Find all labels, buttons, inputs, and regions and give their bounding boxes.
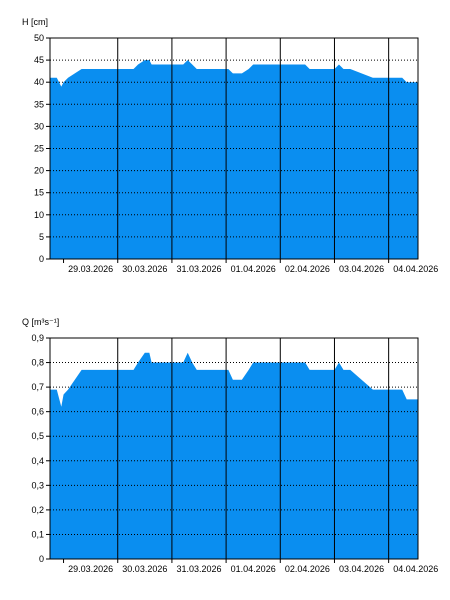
y-tick-label: 0,4 [31, 456, 44, 466]
y-tick-label: 0,7 [31, 382, 44, 392]
y-tick-label: 0,2 [31, 505, 44, 515]
y-tick-label: 0,8 [31, 358, 44, 368]
y-tick-label: 40 [34, 77, 44, 87]
y-tick-label: 30 [34, 121, 44, 131]
y-tick-label: 0,6 [31, 407, 44, 417]
series-area [50, 60, 418, 259]
x-tick-label: 04.04.2026 [393, 264, 438, 274]
y-tick-label: 20 [34, 166, 44, 176]
chart-panel-1: 0 5 10 15 20 25 30 35 40 45 50 29.03.2026 30.03.2026… [22, 17, 438, 274]
x-tick-label: 31.03.2026 [176, 264, 221, 274]
chart-panel-2: 0 0,1 0,2 0,3 0,4 0,5 0,6 0,7 0,8 0,9 29.03.2026 30… [22, 317, 438, 574]
plot-frame [49, 337, 419, 560]
y-tick-label: 0,1 [31, 529, 44, 539]
y-tick-label: 50 [34, 33, 44, 43]
x-tick-label: 02.04.2026 [285, 564, 330, 574]
x-tick-label: 03.04.2026 [339, 264, 384, 274]
y-tick-label: 5 [39, 232, 44, 242]
x-tick-label: 03.04.2026 [339, 564, 384, 574]
x-tick-label: 30.03.2026 [122, 564, 167, 574]
x-tick-label: 04.04.2026 [393, 564, 438, 574]
x-tick-label: 01.04.2026 [231, 264, 276, 274]
series-area [50, 352, 418, 559]
y-tick-label: 25 [34, 144, 44, 154]
y-tick-label: 15 [34, 188, 44, 198]
x-tick-label: 29.03.2026 [68, 264, 113, 274]
x-tick-label: 01.04.2026 [231, 564, 276, 574]
y-tick-label: 0 [39, 254, 44, 264]
y-tick-label: 0 [39, 554, 44, 564]
x-tick-label: 31.03.2026 [176, 564, 221, 574]
y-axis-label: Q [m³s⁻¹] [22, 317, 59, 327]
y-tick-label: 0,9 [31, 333, 44, 343]
y-axis-label: H [cm] [22, 17, 48, 27]
y-tick-label: 45 [34, 55, 44, 65]
plot-frame [49, 37, 419, 260]
y-tick-label: 0,5 [31, 431, 44, 441]
x-tick-label: 29.03.2026 [68, 564, 113, 574]
x-tick-label: 02.04.2026 [285, 264, 330, 274]
x-tick-label: 30.03.2026 [122, 264, 167, 274]
y-tick-label: 35 [34, 99, 44, 109]
y-tick-label: 0,3 [31, 480, 44, 490]
y-tick-label: 10 [34, 210, 44, 220]
